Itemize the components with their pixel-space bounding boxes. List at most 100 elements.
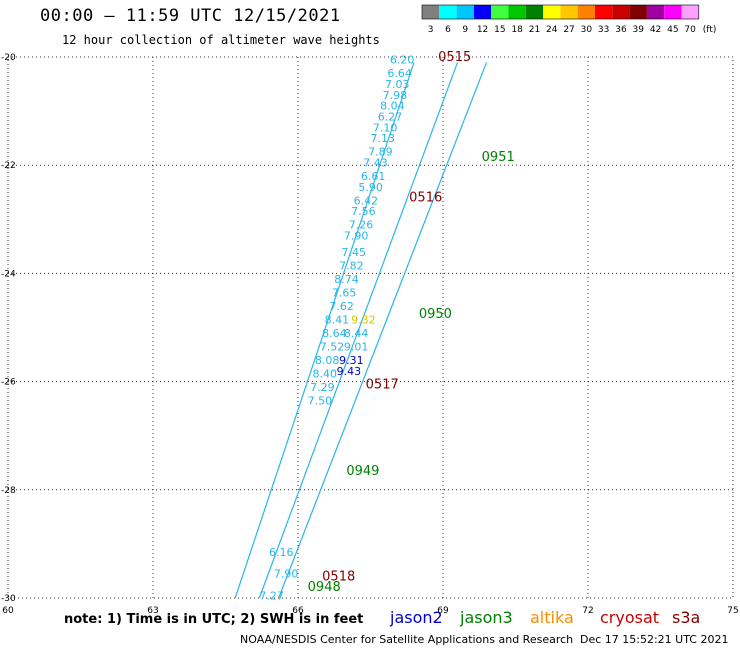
wave-height-label: 8.08 <box>315 354 340 367</box>
wave-height-label: 7.10 <box>373 121 398 134</box>
legend-label: 6 <box>445 25 451 35</box>
wave-height-label: 7.82 <box>339 259 364 272</box>
satellite-label-altika: altika <box>530 608 574 627</box>
time-label: 0948 <box>308 580 341 595</box>
wave-height-label: 8.40 <box>313 367 338 380</box>
wave-height-label: 7.90 <box>274 568 299 581</box>
x-tick-label: 69 <box>437 606 449 616</box>
y-tick-label: -24 <box>1 269 16 279</box>
time-label: 0949 <box>346 464 379 479</box>
legend-swatch <box>473 5 492 19</box>
chart-title: 00:00 – 11:59 UTC 12/15/2021 <box>40 6 341 26</box>
legend-label: 21 <box>529 25 540 35</box>
satellite-label-jason2: jason2 <box>390 608 443 627</box>
wave-height-label: 8.41 <box>325 313 350 326</box>
y-tick-label: -28 <box>1 486 16 496</box>
legend-swatch <box>646 5 665 19</box>
legend-swatch <box>664 5 682 19</box>
legend-label: 3 <box>428 25 434 35</box>
legend-unit: (ft) <box>703 25 717 35</box>
satellite-label-jason3: jason3 <box>460 608 513 627</box>
legend-label: 15 <box>494 25 505 35</box>
wave-height-label: 5.90 <box>358 181 383 194</box>
legend-swatch <box>456 5 474 19</box>
wave-height-label: 7.89 <box>368 146 393 159</box>
time-label: 0518 <box>322 569 355 584</box>
wave-height-label: 6.64 <box>387 67 412 80</box>
wave-height-label: 7.56 <box>351 205 376 218</box>
wave-height-label: 7.90 <box>344 230 369 243</box>
time-label: 0515 <box>438 50 471 65</box>
legend-swatch <box>439 5 457 19</box>
x-tick-label: 66 <box>292 606 304 616</box>
legend-label: 30 <box>581 25 593 35</box>
wave-height-label: 7.62 <box>329 300 354 313</box>
satellite-label-cryosat: cryosat <box>600 608 660 627</box>
plot-frame <box>7 56 734 599</box>
y-tick-label: -30 <box>1 594 16 604</box>
x-tick-label: 60 <box>2 606 14 616</box>
legend-label: 42 <box>650 25 661 35</box>
wave-height-label: 6.16 <box>269 546 294 559</box>
wave-height-label: 7.26 <box>349 219 374 232</box>
time-label: 0516 <box>409 191 442 206</box>
wave-height-label: 7.65 <box>332 286 357 299</box>
wave-height-label: 8.04 <box>380 100 405 113</box>
wave-height-label: 7.03 <box>385 78 410 91</box>
legend-swatch <box>543 5 561 19</box>
x-tick-label: 63 <box>147 606 158 616</box>
wave-height-label: 9.32 <box>351 313 376 326</box>
legend-swatch <box>612 5 630 19</box>
satellite-track <box>258 62 459 599</box>
color-legend: 3 6 9 12 15 18 21 24 27 30 33 36 39 42 45 70 (ft) <box>421 4 717 35</box>
legend-label: 70 <box>684 25 696 35</box>
legend-label: 12 <box>477 25 488 35</box>
wave-height-label: 8.44 <box>344 327 369 340</box>
legend-swatch <box>525 5 544 19</box>
wave-height-label: 6.20 <box>390 54 415 67</box>
wave-height-label: 6.61 <box>361 170 386 183</box>
wave-height-label: 7.52 <box>320 340 345 353</box>
footer-note: note: 1) Time is in UTC; 2) SWH is in fe… <box>64 612 364 627</box>
legend-swatch <box>577 5 595 19</box>
y-tick-label: -22 <box>1 161 16 171</box>
wave-height-label: 6.42 <box>354 194 379 207</box>
legend-label: 9 <box>462 25 468 35</box>
chart-subtitle: 12 hour collection of altimeter wave hei… <box>62 33 380 47</box>
legend-label: 33 <box>598 25 609 35</box>
wave-height-label: 9.43 <box>337 365 362 378</box>
legend-swatch <box>681 5 699 19</box>
satellite-track <box>278 62 488 599</box>
y-tick-label: -26 <box>1 378 16 388</box>
wave-height-label: 7.50 <box>308 395 333 408</box>
x-tick-label: 75 <box>727 606 738 616</box>
wave-height-label: 9.31 <box>339 354 364 367</box>
wave-height-label: 8.64 <box>322 327 347 340</box>
legend-label: 45 <box>667 25 678 35</box>
legend-swatch <box>508 5 526 19</box>
footer-timestamp: Dec 17 15:52:21 UTC 2021 <box>580 633 729 646</box>
legend-swatch <box>595 5 613 19</box>
legend-label: 36 <box>615 25 627 35</box>
wave-height-label: 7.13 <box>371 132 396 145</box>
time-label: 0517 <box>366 377 399 392</box>
footer-credit: NOAA/NESDIS Center for Satellite Applica… <box>240 633 574 646</box>
wave-height-label: 7.43 <box>363 156 388 169</box>
legend-swatch <box>629 5 647 19</box>
satellite-label-s3a: s3a <box>672 608 701 627</box>
time-label: 0951 <box>482 150 515 165</box>
wave-height-label: 7.98 <box>383 89 408 102</box>
wave-height-label: 9.01 <box>344 340 369 353</box>
satellite-track <box>234 62 415 599</box>
wave-height-label: 8.74 <box>334 273 359 286</box>
x-tick-label: 72 <box>582 606 593 616</box>
wave-height-label: 7.27 <box>259 589 284 602</box>
legend-label: 24 <box>546 25 558 35</box>
wave-height-label: 7.45 <box>342 246 367 259</box>
legend-swatch <box>422 5 440 19</box>
wave-height-label: 7.29 <box>310 381 335 394</box>
legend-swatch <box>560 5 578 19</box>
legend-label: 39 <box>633 25 645 35</box>
time-label: 0950 <box>419 307 452 322</box>
